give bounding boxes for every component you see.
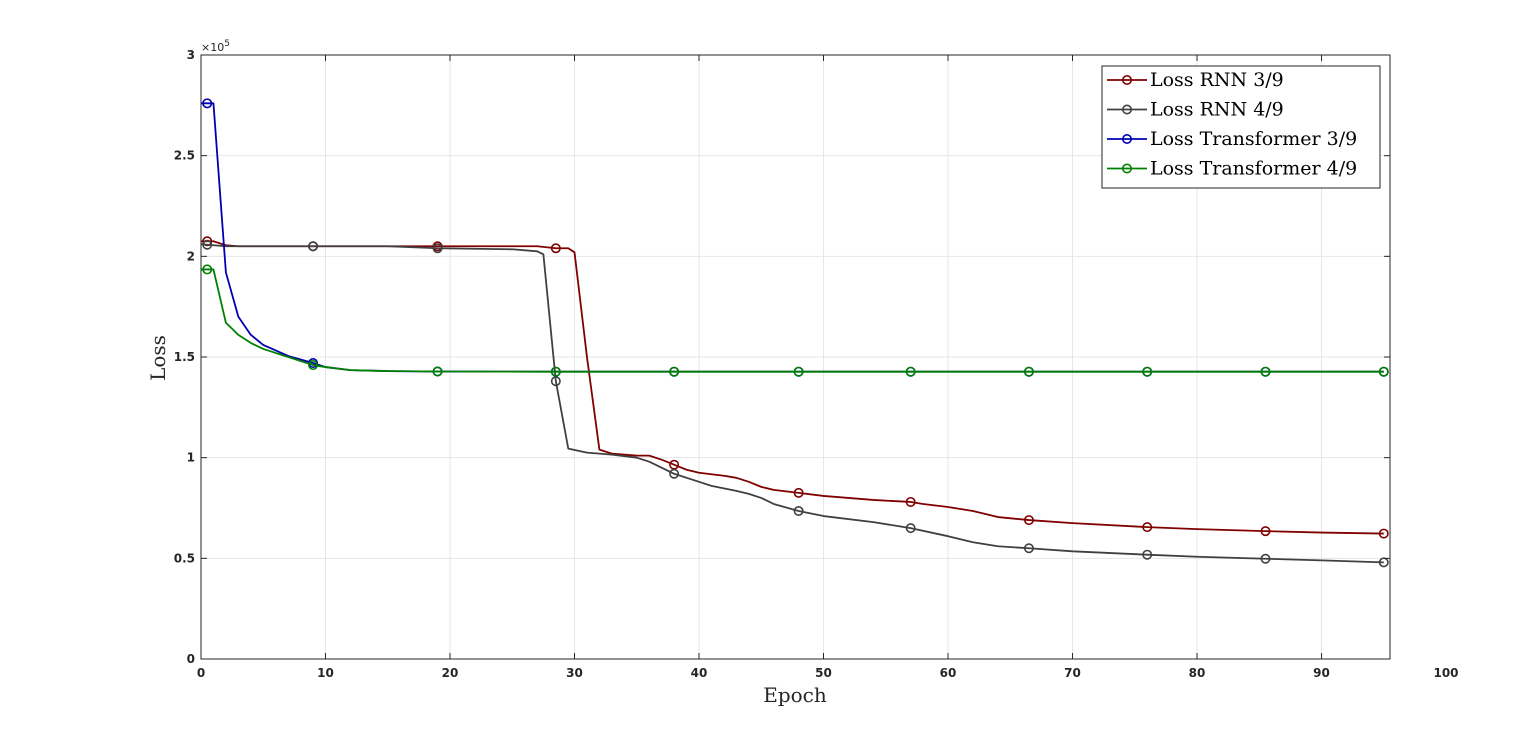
tick-labels: 0 10 20 30 40 50 60 70 80 90 100 0 0.5 1 1.5 2 2.5 3 [174,48,1459,680]
x-tick-label: 40 [691,666,708,680]
series-3-point-5 [793,366,804,377]
series-3-point-6 [905,366,916,377]
y-tick-label: 2.5 [174,149,195,163]
x-tick-label: 10 [317,666,334,680]
series-line-3 [201,268,1384,373]
legend-marker [1122,104,1133,115]
series-3-point-9 [1260,366,1271,377]
series-1-point-0 [202,239,213,250]
x-tick-label: 0 [197,666,205,680]
legend-label: Loss RNN 4/9 [1150,99,1284,121]
legend-item-3: Loss Transformer 4/9 [1107,158,1357,180]
y-axis-label: Loss [146,335,170,381]
series-3-point-2 [432,366,443,377]
series-3-point-0 [202,264,213,275]
series-1-point-6 [905,523,916,534]
y-tick-label: 2 [187,249,195,263]
series-3 [201,264,1389,377]
y-tick-label: 0 [187,652,195,666]
legend-box [1101,65,1381,189]
series-2-point-0 [202,98,213,109]
legend: Loss RNN 3/9 Loss RNN 4/9 Loss Transformer… [1101,65,1381,189]
x-tick-label: 80 [1189,666,1206,680]
legend-label: Loss RNN 3/9 [1150,69,1284,91]
series-3-point-7 [1023,366,1034,377]
legend-label: Loss Transformer 4/9 [1150,158,1357,180]
x-tick-label: 90 [1313,666,1330,680]
series-0-point-9 [1260,526,1271,537]
x-axis-label: Epoch [763,683,827,707]
series-3-point-8 [1142,366,1153,377]
series-0-point-8 [1142,522,1153,533]
legend-item-0: Loss RNN 3/9 [1107,69,1284,91]
y-tick-label: 0.5 [174,551,195,565]
series-0-point-5 [793,487,804,498]
series-1 [200,239,1389,568]
series-3-point-3 [550,366,561,377]
y-tick-label: 3 [187,48,195,62]
legend-marker [1122,134,1133,145]
series-1-point-5 [793,506,804,517]
legend-item-2: Loss Transformer 3/9 [1107,128,1357,150]
series-1-point-8 [1142,549,1153,560]
series-line-1 [200,243,1384,564]
y-tick-label: 1 [187,451,195,465]
legend-marker [1122,163,1133,174]
series-1-point-7 [1023,543,1034,554]
series-0-point-6 [905,496,916,507]
series-1-point-3 [550,376,561,387]
series-1-point-2 [432,243,443,254]
legend-item-1: Loss RNN 4/9 [1107,99,1284,121]
y-exponent-label: ×105 [201,39,230,54]
x-tick-label: 30 [566,666,583,680]
x-tick-label: 70 [1064,666,1081,680]
x-tick-label: 50 [815,666,832,680]
x-tick-label: 100 [1433,666,1458,680]
x-tick-label: 20 [442,666,459,680]
series-0-point-10 [1378,528,1389,539]
series-3-point-10 [1378,366,1389,377]
legend-marker [1122,75,1133,86]
y-tick-label: 1.5 [174,350,195,364]
series-0 [201,236,1389,539]
series-3-point-4 [669,366,680,377]
series-1-point-9 [1260,553,1271,564]
series-0-point-3 [550,243,561,254]
series-layer [200,98,1389,568]
series-3-point-1 [308,360,319,371]
series-1-point-1 [308,241,319,252]
series-1-point-10 [1378,557,1389,568]
legend-label: Loss Transformer 3/9 [1150,128,1357,150]
series-1-point-4 [669,468,680,479]
series-line-0 [201,240,1384,535]
plot-axes [200,54,1391,660]
series-0-point-7 [1023,515,1034,526]
x-tick-label: 60 [940,666,957,680]
